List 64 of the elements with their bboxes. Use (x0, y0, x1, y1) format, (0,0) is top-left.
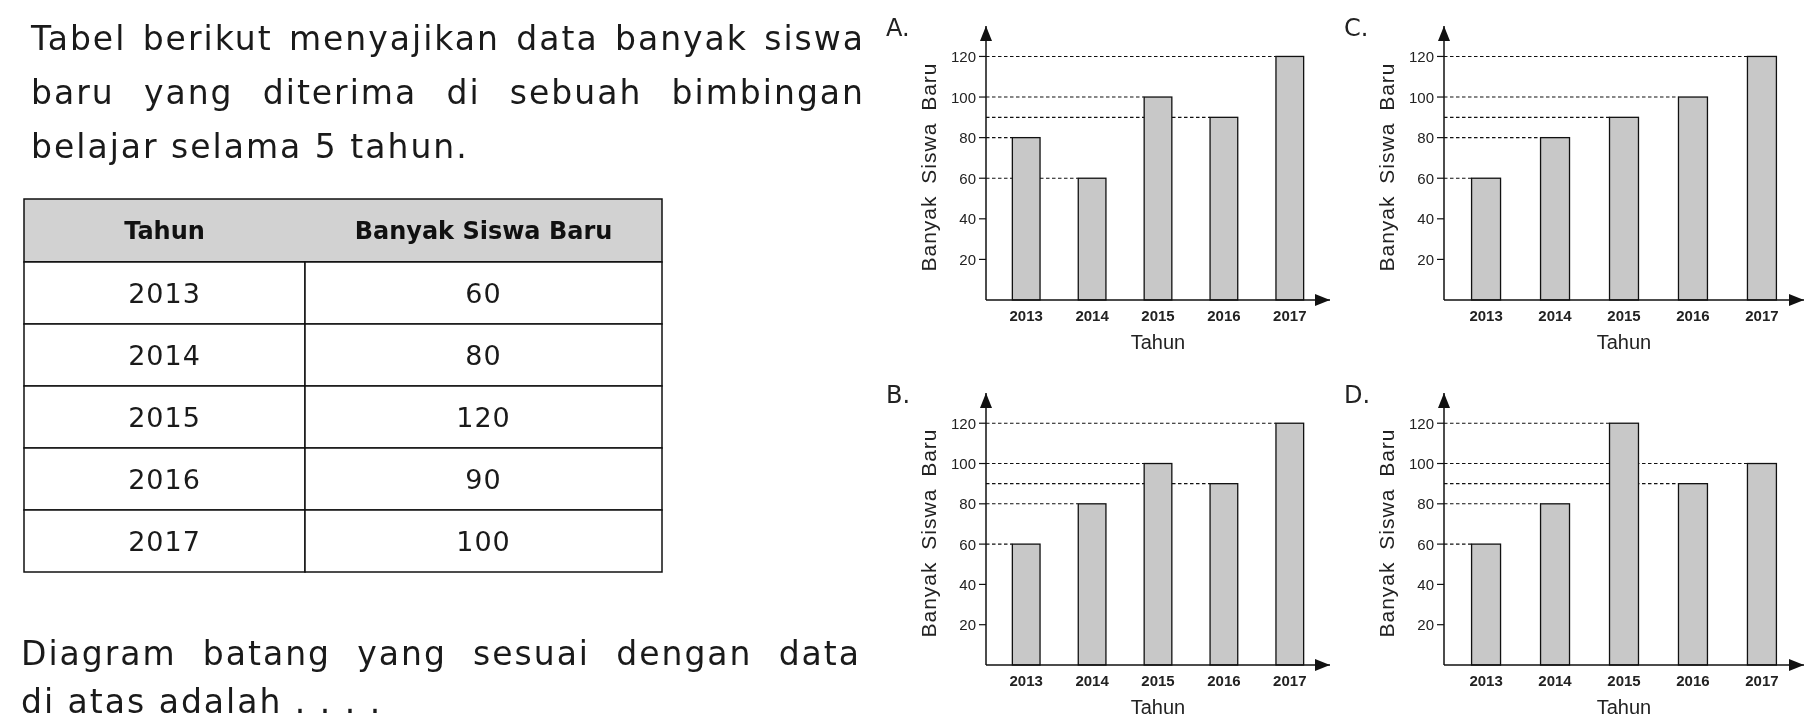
x-tick-label: 2014 (1075, 672, 1110, 689)
x-tick-label: 2013 (1009, 307, 1043, 324)
x-tick-label: 2015 (1141, 672, 1175, 689)
x-tick-label: 2015 (1607, 672, 1641, 689)
y-axis-title: Tahun (124, 216, 205, 245)
data-label: 90 (465, 463, 502, 495)
x-tick-label: 2015 (1141, 307, 1175, 324)
x-tick-label: 2017 (1745, 672, 1779, 689)
x-tick-label: 2013 (1469, 672, 1503, 689)
y-tick-label: 20 (1417, 616, 1434, 634)
y-tick-label: 120 (950, 414, 976, 432)
x-axis-title: Tahun (1130, 696, 1186, 718)
x-tick-label: 2014 (1538, 307, 1573, 324)
y-tick-label: 100 (1408, 455, 1434, 473)
y-tick-label: 2015 (128, 401, 201, 433)
chart-title: C. (1344, 14, 1369, 42)
x-tick-label: 2016 (1676, 307, 1710, 324)
y-tick-label: 120 (950, 47, 976, 65)
data-label: 60 (465, 277, 502, 309)
y-tick-label: 60 (1417, 169, 1434, 187)
y-tick-label: 80 (959, 495, 976, 513)
x-tick-label: 2015 (1607, 307, 1641, 324)
y-tick-label: 100 (1408, 88, 1434, 106)
x-tick-label: 2013 (1469, 307, 1503, 324)
y-tick-label: 100 (950, 88, 976, 106)
x-tick-label: 2016 (1207, 307, 1241, 324)
x-tick-label: 2014 (1538, 672, 1573, 689)
x-tick-label: 2016 (1207, 672, 1241, 689)
y-tick-label: 60 (959, 535, 976, 553)
x-tick-label: 2013 (1009, 672, 1043, 689)
y-tick-label: 20 (1417, 250, 1434, 268)
chart-title: D. (1344, 381, 1371, 409)
y-tick-label: 80 (1417, 495, 1434, 513)
data-label: 120 (456, 401, 511, 433)
x-tick-label: 2017 (1745, 307, 1779, 324)
text: Diagram batang yang sesuai dengan data di atas adalah . . . . (21, 634, 862, 721)
y-tick-label: 2014 (128, 339, 201, 371)
y-tick-label: 60 (959, 169, 976, 187)
y-tick-label: 100 (950, 455, 976, 473)
y-tick-label: 120 (1408, 47, 1434, 65)
chart-title: Tabel berikut menyajikan data banyak siswa baru yang diterima di sebuah bimbingan belajar selama 5 tahun. (31, 19, 866, 166)
x-axis-title: Tahun (1130, 331, 1186, 353)
y-tick-label: 60 (1417, 535, 1434, 553)
x-axis-title: Tahun (1596, 696, 1652, 718)
chart-title: A. (886, 14, 910, 42)
y-tick-label: 20 (959, 616, 976, 634)
y-tick-label: 2017 (128, 525, 201, 557)
y-tick-label: 40 (959, 575, 976, 593)
y-tick-label: 120 (1408, 414, 1434, 432)
chart-title: B. (886, 381, 911, 409)
y-tick-label: 40 (1417, 575, 1434, 593)
x-tick-label: 2017 (1273, 672, 1307, 689)
y-tick-label: 80 (959, 129, 976, 147)
y-tick-label: 20 (959, 250, 976, 268)
x-tick-label: 2014 (1075, 307, 1110, 324)
y-tick-label: 40 (959, 210, 976, 228)
x-tick-label: 2016 (1676, 672, 1710, 689)
x-tick-label: 2017 (1273, 307, 1307, 324)
data-label: 80 (465, 339, 502, 371)
data-label: 100 (456, 525, 511, 557)
x-axis-title: Tahun (1596, 331, 1652, 353)
y-tick-label: 40 (1417, 210, 1434, 228)
y-tick-label: 2016 (128, 463, 201, 495)
y-tick-label: 80 (1417, 129, 1434, 147)
